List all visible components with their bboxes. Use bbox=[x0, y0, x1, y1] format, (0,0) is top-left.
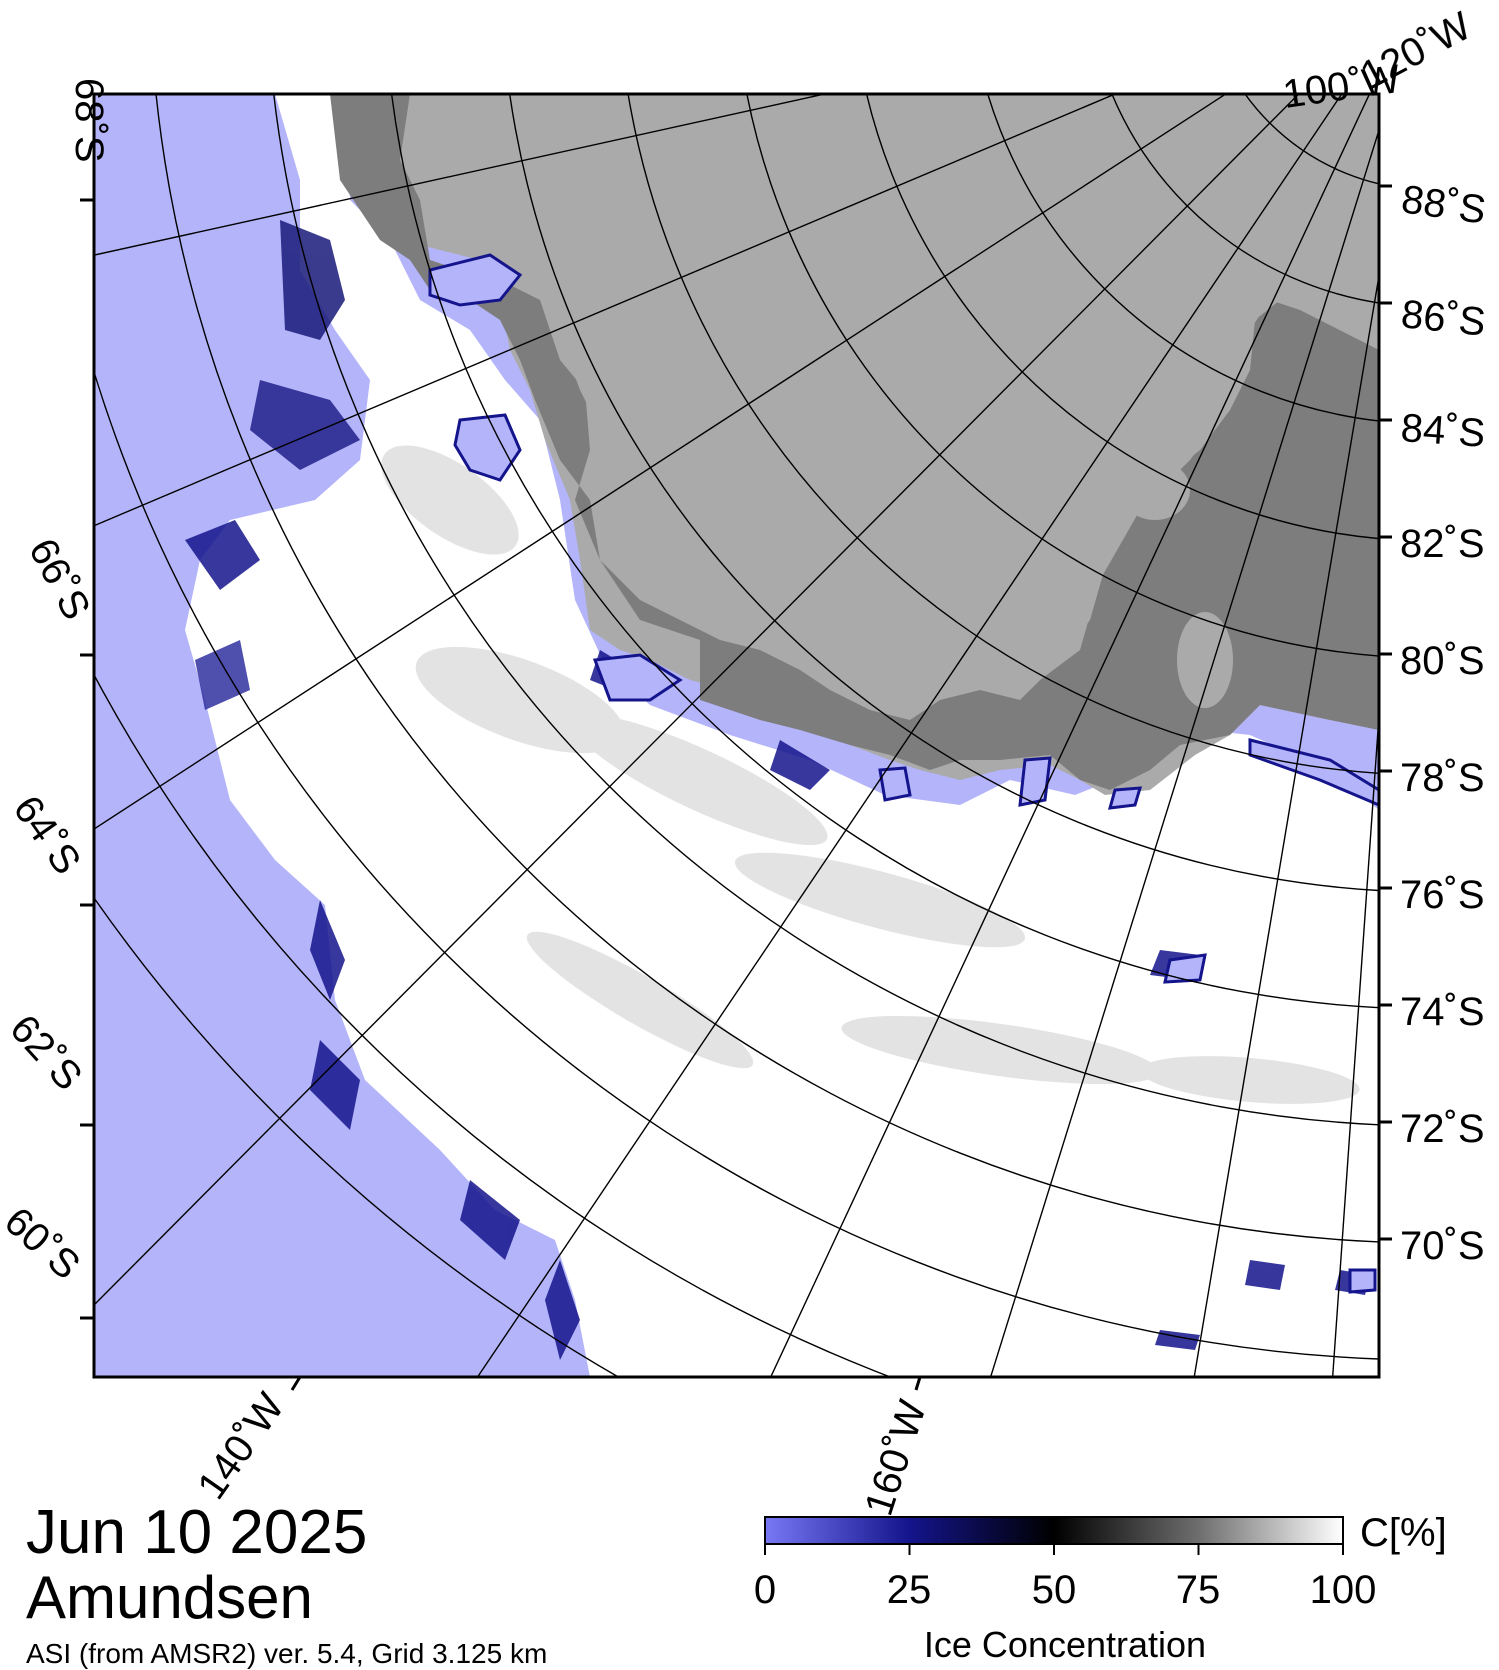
colorbar-gradient bbox=[764, 1516, 1344, 1545]
land-inner bbox=[530, 94, 1379, 705]
lat-label-68s: 68˚S bbox=[67, 78, 111, 163]
colorbar-unit: C[%] bbox=[1360, 1511, 1447, 1555]
lat-label-82s: 82˚S bbox=[1400, 522, 1485, 566]
frame-ticks bbox=[80, 184, 1392, 1391]
map-source: ASI (from AMSR2) ver. 5.4, Grid 3.125 km bbox=[26, 1638, 548, 1669]
lat-label-88s: 88˚S bbox=[1399, 177, 1489, 232]
colorbar-tick-50: 50 bbox=[1031, 1568, 1077, 1612]
marginal-ice-zone bbox=[185, 220, 1370, 1360]
lat-label-66s: 66˚S bbox=[20, 532, 99, 627]
longitude-graticule bbox=[94, 94, 1379, 1377]
lon-label-140w: 140˚W bbox=[189, 1385, 293, 1507]
colorbar-tick-100: 100 bbox=[1309, 1568, 1377, 1612]
lat-labels-right: 88˚S 86˚S 84˚S 82˚S 80˚S 78˚S 76˚S 74˚S … bbox=[1399, 177, 1489, 1268]
colorbar-tick-25: 25 bbox=[886, 1568, 932, 1612]
lon-label-160w: 160˚W bbox=[857, 1395, 935, 1521]
lat-label-70s: 70˚S bbox=[1400, 1224, 1485, 1268]
lat-label-86s: 86˚S bbox=[1399, 292, 1488, 345]
ice-shelf bbox=[330, 94, 1379, 790]
map-date: Jun 10 2025 bbox=[26, 1498, 368, 1567]
land-patch bbox=[1177, 612, 1233, 708]
colorbar-ticks bbox=[764, 1544, 1344, 1555]
lat-label-60s: 60˚S bbox=[0, 1199, 88, 1288]
lat-label-74s: 74˚S bbox=[1400, 990, 1485, 1034]
colorbar-title: Ice Concentration bbox=[923, 1624, 1207, 1665]
polynyas bbox=[428, 253, 1379, 1294]
pack-texture bbox=[381, 445, 1360, 1104]
lat-label-72s: 72˚S bbox=[1400, 1107, 1485, 1151]
lat-label-80s: 80˚S bbox=[1400, 639, 1485, 683]
lat-label-64s: 64˚S bbox=[5, 788, 90, 882]
lon-label-120w: 120˚W bbox=[1354, 4, 1479, 98]
colorbar-tick-75: 75 bbox=[1175, 1568, 1221, 1612]
lat-label-78s: 78˚S bbox=[1400, 756, 1485, 800]
map-frame bbox=[92, 92, 1381, 1379]
lat-label-62s: 62˚S bbox=[1, 1007, 90, 1099]
lat-label-76s: 76˚S bbox=[1400, 873, 1485, 917]
map-region: Amundsen bbox=[26, 1564, 313, 1631]
colorbar-tick-0: 0 bbox=[753, 1568, 777, 1612]
lat-label-84s: 84˚S bbox=[1399, 406, 1486, 456]
land-patch bbox=[1120, 460, 1190, 520]
